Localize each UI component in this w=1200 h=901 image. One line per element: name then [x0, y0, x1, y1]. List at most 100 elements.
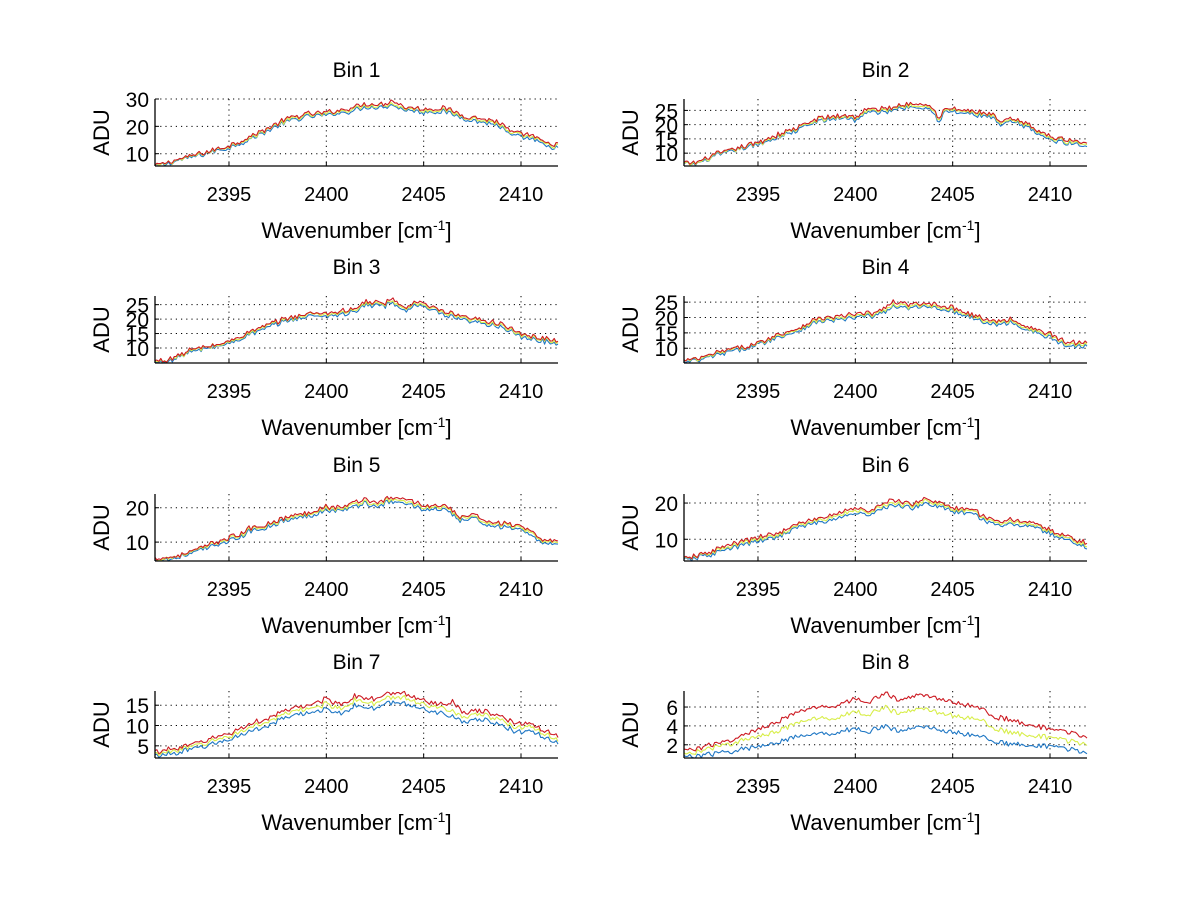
series-line-mid [154, 300, 559, 364]
y-tick-label: 30 [126, 89, 149, 112]
subplot-title: Bin 6 [862, 454, 910, 477]
subplot-bin-8: Bin 8 2395 2400 2405 2410 246 ADU Wavenumber [c… [618, 651, 1088, 835]
y-tick-label: 25 [655, 100, 678, 123]
series-line-low [154, 700, 559, 758]
x-tick-label: 2395 [207, 776, 252, 798]
y-axis-label: ADU [89, 109, 114, 155]
x-tick-label: 2400 [304, 579, 349, 601]
y-axis-label: ADU [618, 504, 643, 550]
x-axis-label-bracket: ] [445, 613, 451, 638]
y-axis-label: ADU [618, 701, 643, 747]
subplot-title: Bin 5 [333, 454, 381, 477]
y-tick-label: 10 [126, 716, 149, 739]
x-tick-label: 2410 [499, 776, 544, 798]
y-tick-label: 4 [666, 716, 678, 739]
x-tick-label: 2410 [499, 579, 544, 601]
y-axis-label: ADU [89, 504, 114, 550]
x-axis-label-text: Wavenumber [cm [790, 810, 962, 835]
y-tick-label: 10 [655, 529, 678, 552]
y-axis-label: ADU [89, 701, 114, 747]
y-axis-label: ADU [618, 306, 643, 352]
x-axis-label-text: Wavenumber [cm [790, 613, 962, 638]
y-axis-label: ADU [618, 109, 643, 155]
x-axis-label-superscript: -1 [962, 809, 975, 825]
x-axis-label-bracket: ] [445, 415, 451, 440]
y-axis-label: ADU [89, 306, 114, 352]
series-line-mid [683, 704, 1088, 755]
x-tick-label: 2405 [401, 381, 446, 403]
x-axis-label: Wavenumber [cm-1] [790, 612, 980, 638]
x-axis-label: Wavenumber [cm-1] [261, 217, 451, 243]
subplot-title: Bin 4 [862, 256, 910, 279]
subplot-title: Bin 3 [333, 256, 381, 279]
series-line-high [154, 690, 559, 755]
x-axis-label-bracket: ] [974, 218, 980, 243]
series-line-high [683, 496, 1088, 560]
x-tick-label: 2395 [207, 579, 252, 601]
x-tick-label: 2405 [930, 776, 975, 798]
y-tick-label: 15 [126, 695, 149, 718]
subplot-title: Bin 7 [333, 651, 381, 674]
y-tick-label: 20 [655, 115, 678, 138]
x-axis-label: Wavenumber [cm-1] [261, 414, 451, 440]
x-tick-label: 2405 [401, 579, 446, 601]
series-line-high [154, 99, 559, 166]
x-axis-label-text: Wavenumber [cm [790, 218, 962, 243]
series-line-high [154, 297, 559, 363]
x-tick-label: 2400 [833, 184, 878, 206]
x-tick-label: 2400 [304, 381, 349, 403]
y-tick-label: 25 [126, 295, 149, 318]
series-line-high [683, 101, 1088, 165]
x-tick-label: 2410 [1028, 381, 1073, 403]
x-tick-label: 2410 [1028, 579, 1073, 601]
y-tick-label: 15 [655, 323, 678, 346]
series-line-high [154, 495, 559, 561]
x-tick-label: 2400 [833, 381, 878, 403]
x-tick-label: 2395 [736, 579, 781, 601]
x-axis-label-text: Wavenumber [cm [261, 613, 433, 638]
y-tick-label: 5 [137, 736, 149, 759]
x-axis-label-text: Wavenumber [cm [261, 810, 433, 835]
y-tick-label: 20 [655, 308, 678, 331]
y-tick-label: 10 [655, 143, 678, 166]
y-tick-label: 10 [126, 144, 149, 167]
x-axis-label-bracket: ] [974, 415, 980, 440]
x-tick-label: 2400 [833, 579, 878, 601]
x-axis-label-bracket: ] [974, 810, 980, 835]
x-tick-label: 2405 [401, 776, 446, 798]
x-axis-label: Wavenumber [cm-1] [790, 217, 980, 243]
subplot-bin-1: Bin 1 2395 2400 2405 2410 10 20 30 ADU Wavenumber… [89, 59, 559, 243]
x-axis-label-superscript: -1 [433, 217, 446, 233]
x-axis-label-bracket: ] [445, 218, 451, 243]
y-tick-label: 20 [126, 309, 149, 332]
x-tick-label: 2395 [736, 776, 781, 798]
y-tick-label: 20 [126, 498, 149, 521]
x-tick-label: 2395 [736, 381, 781, 403]
x-axis-label: Wavenumber [cm-1] [790, 414, 980, 440]
x-axis-label-superscript: -1 [433, 612, 446, 628]
x-axis-label-text: Wavenumber [cm [790, 415, 962, 440]
x-tick-label: 2405 [930, 381, 975, 403]
x-axis-label-superscript: -1 [962, 414, 975, 430]
y-tick-label: 15 [655, 129, 678, 152]
y-tick-label: 10 [655, 338, 678, 361]
x-axis-label-superscript: -1 [962, 612, 975, 628]
x-tick-label: 2410 [499, 184, 544, 206]
subplot-bin-5: Bin 5 2395 2400 2405 2410 10 20 ADU Wavenumber [… [89, 454, 559, 638]
x-axis-label: Wavenumber [cm-1] [790, 809, 980, 835]
x-axis-label-bracket: ] [445, 810, 451, 835]
series-line-high [683, 691, 1088, 752]
subplot-bin-6: Bin 6 2395 2400 2405 2410 10 20 ADU Wavenumber [… [618, 454, 1088, 638]
y-tick-label: 20 [126, 116, 149, 139]
series-line-low [683, 724, 1088, 759]
x-tick-label: 2405 [401, 184, 446, 206]
series-line-low [683, 501, 1088, 562]
series-line-mid [154, 694, 559, 757]
series-line-high [683, 299, 1088, 362]
x-tick-label: 2400 [833, 776, 878, 798]
subplot-title: Bin 8 [862, 651, 910, 674]
x-axis-label-superscript: -1 [962, 217, 975, 233]
